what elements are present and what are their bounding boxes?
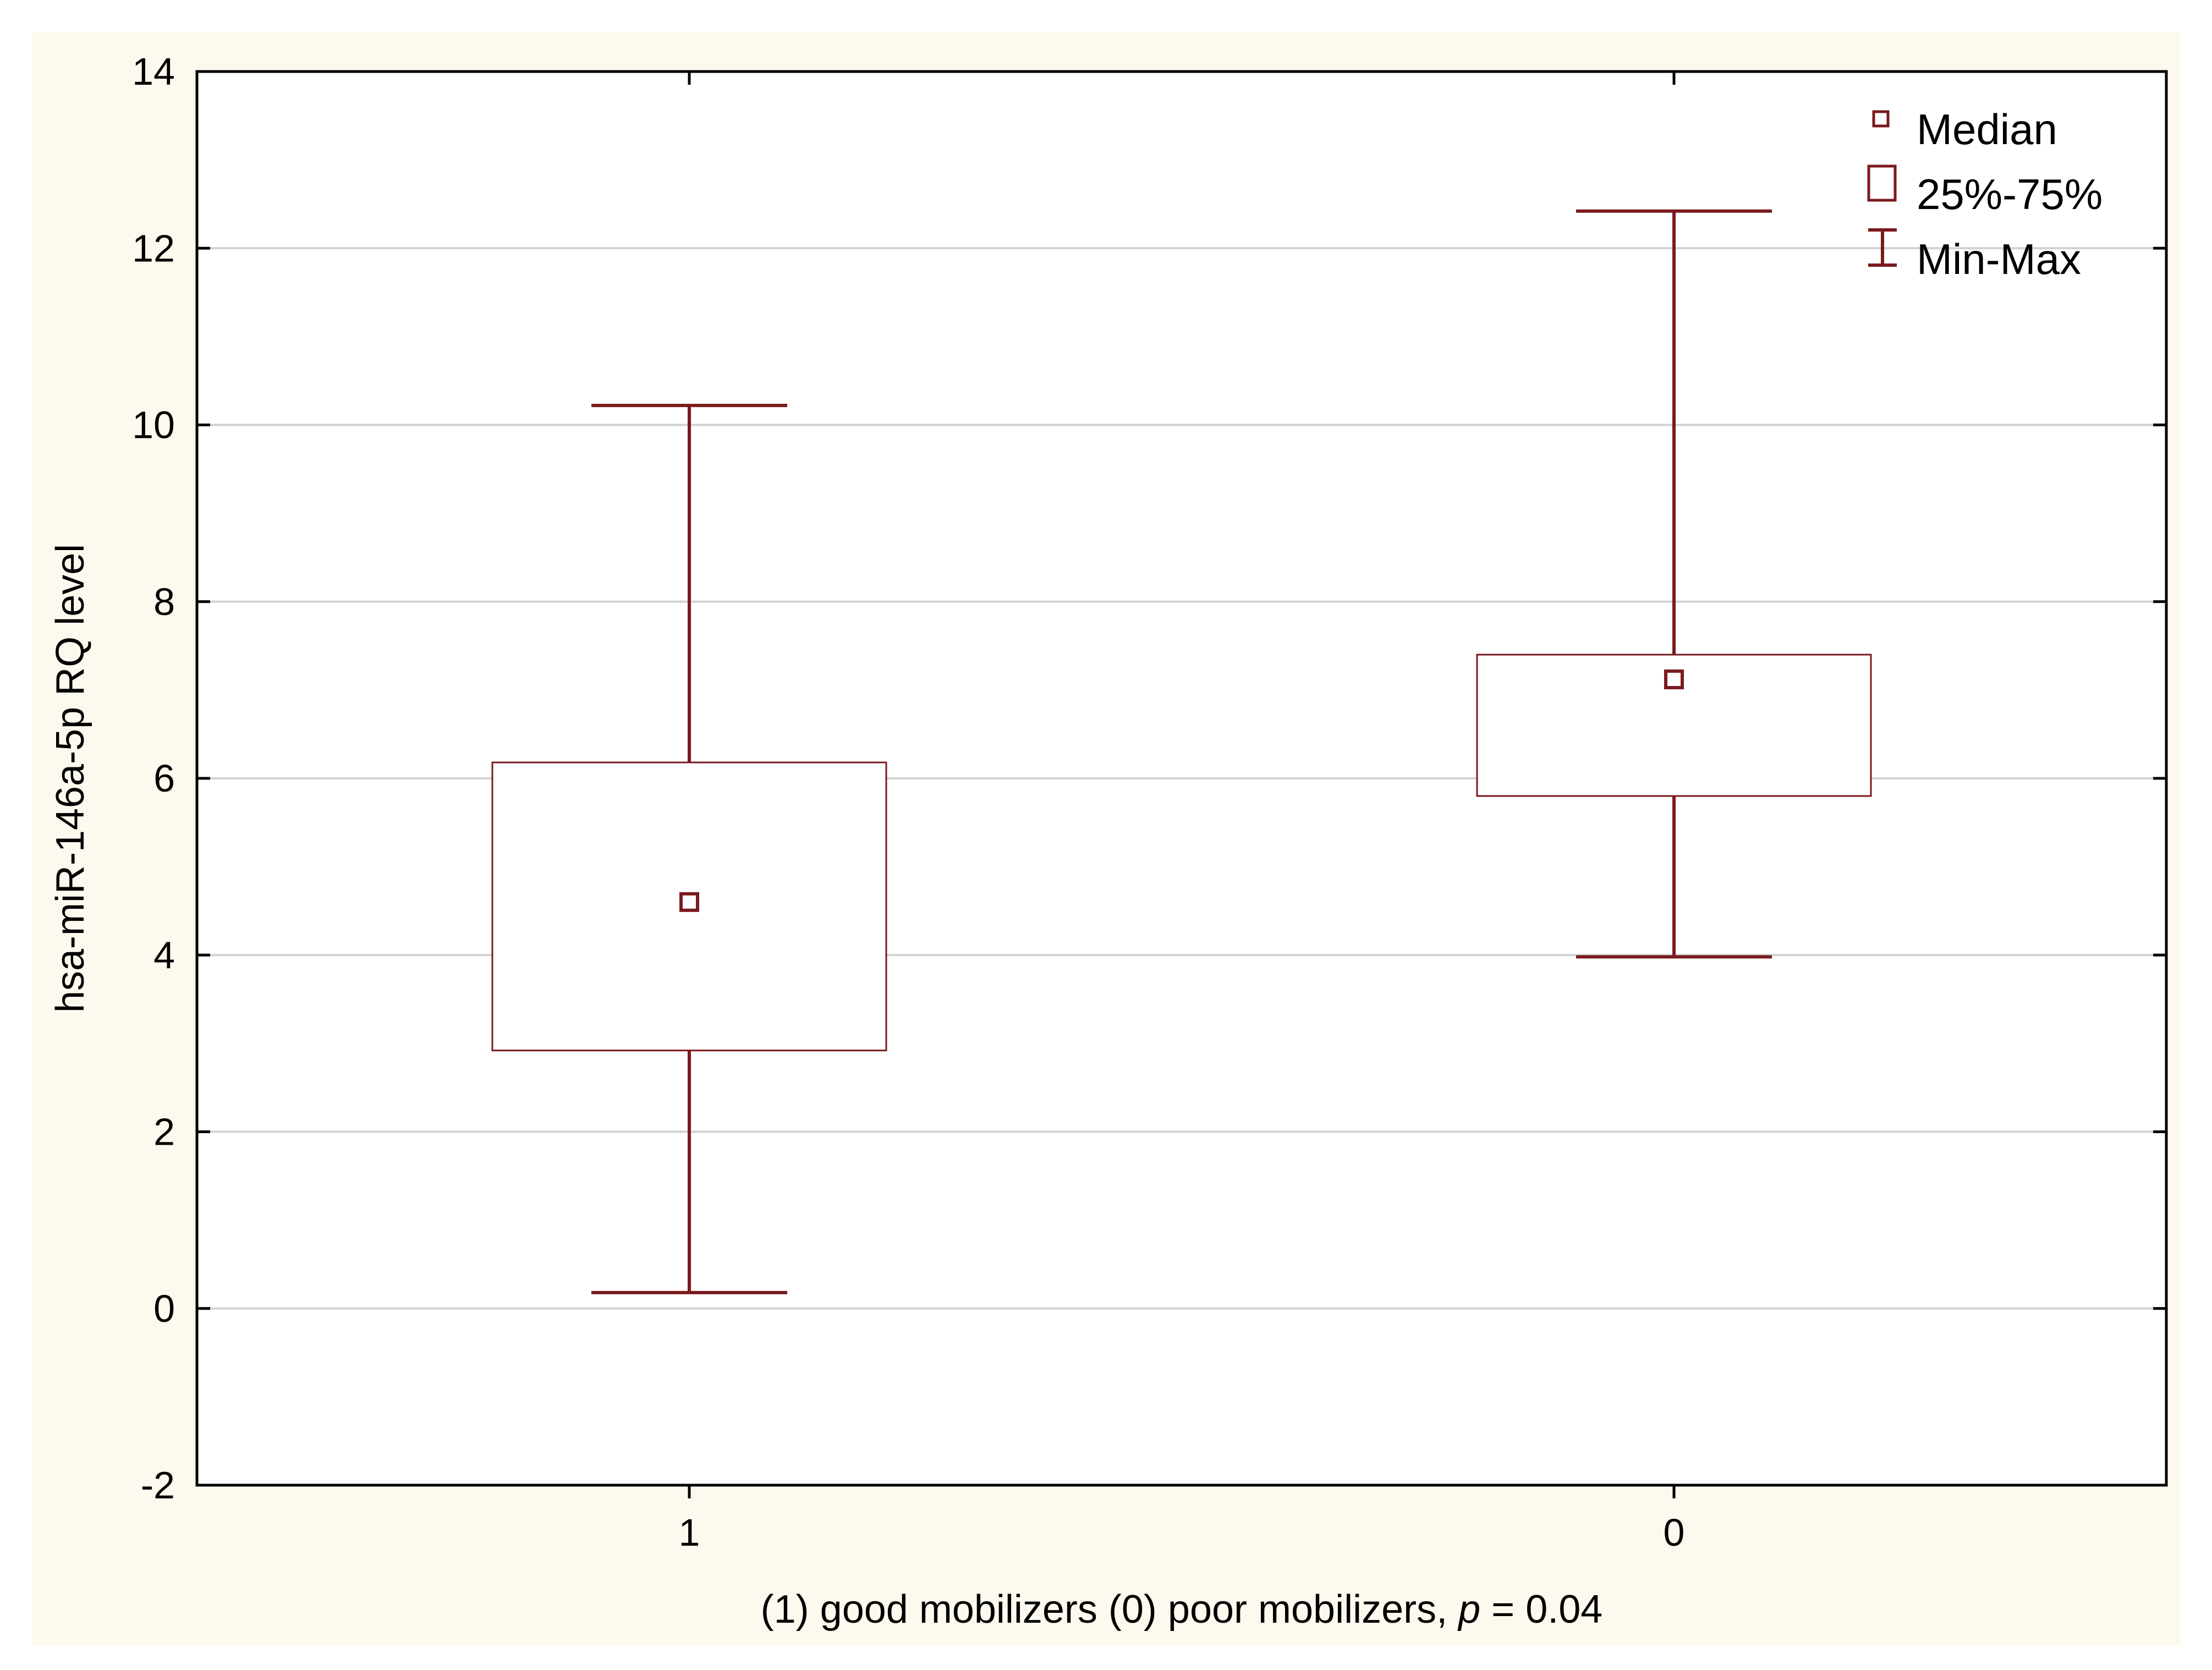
x-tick-label: 1 <box>679 1511 700 1554</box>
legend-minmax-label: Min-Max <box>1917 235 2081 283</box>
median-marker-0 <box>1664 669 1684 690</box>
legend-box-label: 25%-75% <box>1917 170 2103 218</box>
y-tick-label: 8 <box>153 580 175 623</box>
y-tick-label: 2 <box>153 1111 175 1153</box>
y-tick-label: 10 <box>132 404 175 447</box>
legend-median-marker <box>1872 110 1890 128</box>
y-tick-label: 12 <box>132 227 175 270</box>
x-axis-title: (1) good mobilizers (0) poor mobilizers,… <box>761 1587 1603 1631</box>
y-tick-label: -2 <box>141 1464 175 1507</box>
legend-box-marker <box>1867 164 1897 202</box>
y-tick-label: 4 <box>153 933 175 976</box>
y-tick-label: 14 <box>132 50 175 93</box>
y-tick-label: 0 <box>153 1287 175 1330</box>
plot-frame <box>195 70 2168 1487</box>
y-tick-label: 6 <box>153 757 175 800</box>
x-tick-label: 0 <box>1664 1511 1685 1554</box>
x-axis-title-p: p <box>1457 1587 1480 1631</box>
legend-median-label: Median <box>1917 105 2057 153</box>
y-axis-ticks: -2 0 2 4 6 8 10 12 14 <box>132 50 2166 1507</box>
median-marker-1 <box>679 892 699 912</box>
box-plot-series <box>491 209 1872 1294</box>
x-axis-title-suffix: = 0.04 <box>1480 1587 1602 1631</box>
x-axis-title-prefix: (1) good mobilizers (0) poor mobilizers, <box>761 1587 1458 1631</box>
y-axis-title: hsa-miR-146a-5p RQ level <box>48 544 92 1013</box>
legend: Median 25%-75% Min-Max <box>1867 105 2103 283</box>
